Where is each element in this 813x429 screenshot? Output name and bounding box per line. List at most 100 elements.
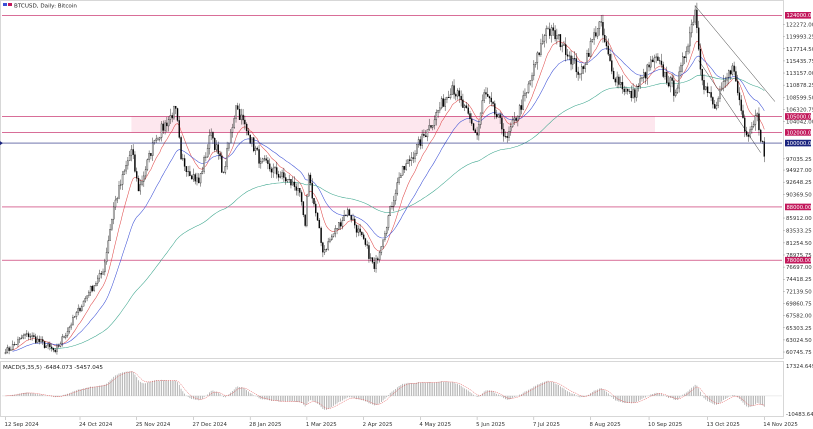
candle	[267, 156, 269, 170]
y-tick-label: 110878.25	[786, 83, 813, 89]
candle	[565, 37, 567, 62]
candle	[167, 116, 170, 132]
candle	[286, 179, 289, 183]
candle	[210, 128, 212, 141]
candle	[529, 80, 531, 86]
candle	[91, 284, 94, 293]
candle	[607, 38, 609, 57]
candle	[712, 96, 714, 109]
x-tick-label: 27 Dec 2024	[192, 422, 227, 428]
candle	[11, 340, 14, 351]
candle	[306, 194, 308, 228]
y-tick-label: 119993.25	[786, 35, 813, 41]
candle	[444, 97, 446, 111]
candle	[499, 111, 501, 124]
candle	[370, 253, 372, 262]
candle	[414, 150, 416, 163]
candle	[315, 200, 317, 217]
candle	[715, 101, 718, 111]
candle	[744, 114, 746, 138]
candle	[435, 109, 438, 126]
candle	[189, 165, 191, 177]
candle	[116, 196, 118, 204]
candle	[118, 180, 120, 200]
candle	[104, 258, 106, 276]
y-tick-label: 72139.50	[786, 289, 812, 295]
candle	[194, 172, 196, 185]
candle	[469, 110, 471, 123]
candle	[501, 113, 503, 135]
macd-pane[interactable]	[0, 361, 784, 417]
candle	[717, 96, 719, 109]
candle	[221, 151, 223, 173]
candle	[696, 2, 698, 34]
candle	[354, 216, 356, 229]
candle	[536, 51, 539, 70]
candle	[685, 46, 687, 63]
candle	[43, 341, 46, 349]
candle	[366, 240, 368, 249]
candle	[256, 146, 258, 151]
candle	[237, 102, 239, 111]
candle	[485, 87, 487, 99]
candle	[625, 86, 627, 95]
candle	[650, 55, 652, 71]
candle	[579, 73, 581, 79]
candle	[121, 170, 124, 190]
candle	[364, 237, 367, 247]
candle	[251, 137, 253, 147]
main-pane[interactable]	[0, 0, 784, 359]
candle	[561, 43, 563, 53]
candle	[667, 75, 670, 88]
candle	[42, 336, 44, 345]
candle	[198, 173, 200, 184]
candle	[538, 52, 540, 57]
candle	[570, 50, 572, 71]
candle	[205, 152, 207, 162]
candle	[527, 81, 530, 94]
candle	[58, 343, 60, 348]
candle	[322, 241, 324, 258]
candle	[510, 122, 512, 136]
candle	[384, 230, 386, 242]
candle	[329, 237, 331, 244]
candle	[277, 170, 280, 182]
candle	[355, 224, 358, 238]
y-tick-label: 115435.75	[786, 59, 813, 65]
candle	[508, 126, 510, 142]
candle	[678, 66, 680, 93]
candle	[646, 63, 648, 85]
candle	[641, 76, 643, 82]
candle	[385, 226, 388, 237]
channel-lower-line[interactable]	[698, 60, 761, 153]
candle	[112, 202, 115, 225]
candle	[687, 43, 689, 55]
candle	[144, 166, 147, 180]
candle	[307, 172, 310, 197]
candle	[639, 75, 641, 89]
candle	[242, 108, 244, 125]
candle	[331, 234, 333, 241]
x-tick-label: 13 Oct 2025	[707, 422, 740, 428]
candle	[719, 85, 721, 103]
candle	[137, 175, 140, 192]
candle	[478, 120, 480, 141]
candle	[185, 166, 188, 177]
candle	[460, 90, 462, 107]
candle	[258, 144, 260, 169]
channel-upper-line[interactable]	[694, 5, 776, 102]
candle	[382, 239, 384, 250]
chart-header: BTCUSD, Daily: Bitcoin	[3, 3, 77, 10]
candle	[192, 168, 195, 182]
candle	[428, 118, 430, 132]
candle	[68, 325, 71, 334]
candle	[183, 154, 186, 171]
candle	[437, 109, 439, 118]
candle	[222, 171, 225, 174]
candle	[368, 241, 370, 263]
candle	[580, 63, 583, 81]
candle	[605, 36, 608, 50]
candle	[120, 179, 122, 190]
candle	[157, 136, 159, 142]
